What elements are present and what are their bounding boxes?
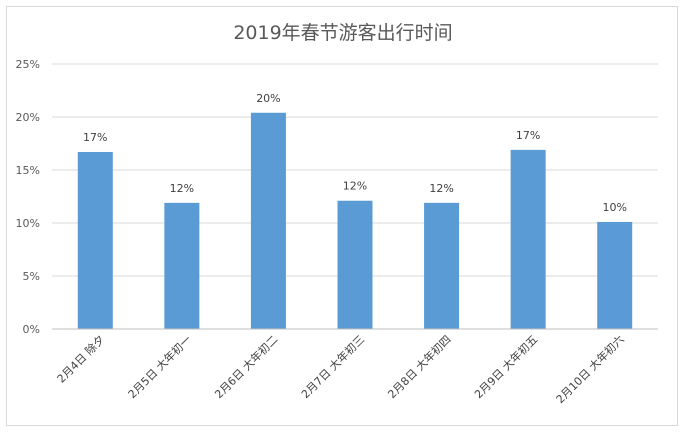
x-category-label: 2月7日 大年初三 (298, 332, 367, 401)
bars (77, 112, 633, 329)
bar (337, 200, 373, 329)
x-category-label: 2月9日 大年初五 (471, 332, 540, 401)
data-label: 17% (83, 131, 107, 144)
data-label: 10% (602, 201, 626, 214)
data-label: 17% (516, 129, 540, 142)
data-label: 12% (429, 182, 453, 195)
y-tick-label: 10% (16, 217, 40, 230)
data-label: 20% (256, 92, 280, 105)
bar (597, 221, 633, 329)
x-category-label: 2月10日 大年初六 (553, 332, 627, 406)
x-category-label: 2月8日 大年初四 (385, 332, 454, 401)
data-label: 12% (343, 180, 367, 193)
y-tick-label: 25% (16, 58, 40, 71)
bar (164, 202, 200, 329)
bar (77, 151, 113, 329)
y-tick-label: 20% (16, 111, 40, 124)
bar (250, 112, 286, 329)
x-category-label: 2月5日 大年初一 (125, 332, 194, 401)
bar (424, 202, 460, 329)
data-label: 12% (170, 182, 194, 195)
x-category-label: 2月4日 除夕 (54, 332, 107, 385)
x-axis-categories: 2月4日 除夕 2月5日 大年初一 2月6日 大年初二 2月7日 大年初三 2月8日 大… (54, 332, 627, 406)
x-category-label: 2月6日 大年初二 (212, 332, 281, 401)
y-tick-label: 15% (16, 164, 40, 177)
y-tick-label: 5% (23, 270, 40, 283)
data-labels: 17% 12% 20% 12% 12% 17% 10% (83, 92, 627, 214)
chart-title: 2019年春节游客出行时间 (233, 22, 452, 44)
y-tick-label: 0% (23, 323, 40, 336)
y-axis-ticks: 0% 5% 10% 15% 20% 25% (16, 58, 40, 336)
bar (510, 149, 546, 329)
